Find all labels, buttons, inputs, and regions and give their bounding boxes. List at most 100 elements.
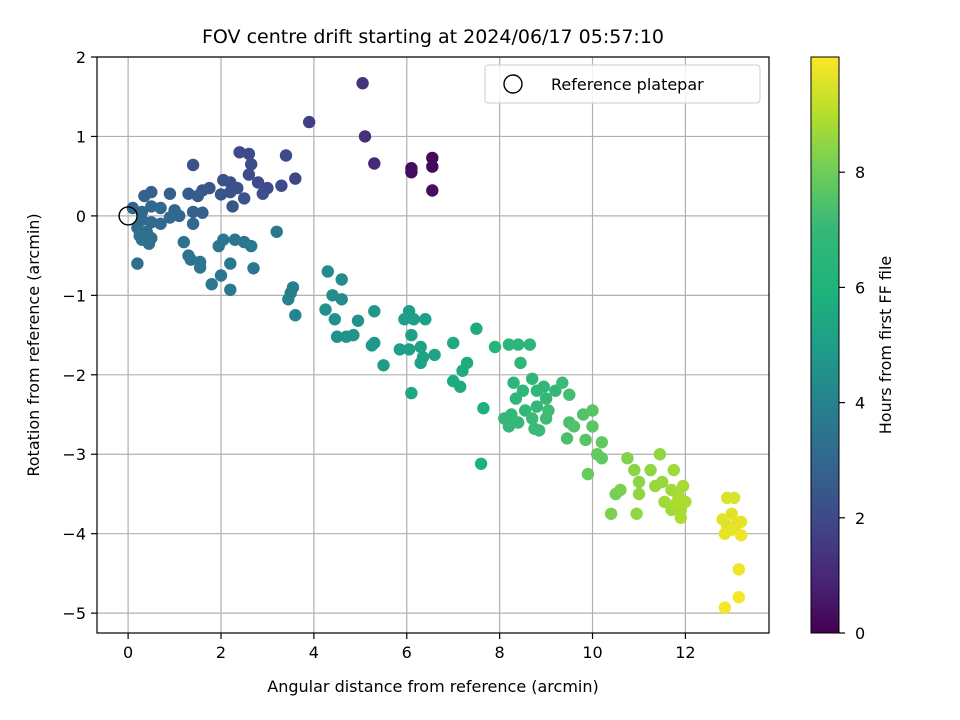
data-point xyxy=(145,216,158,229)
x-tick-label: 2 xyxy=(216,643,226,662)
data-point xyxy=(560,432,574,445)
data-point xyxy=(242,168,256,181)
data-point xyxy=(256,187,269,200)
data-point xyxy=(414,356,427,370)
data-point xyxy=(163,187,177,200)
data-point xyxy=(488,340,502,354)
data-point xyxy=(145,200,158,213)
data-point xyxy=(224,185,237,199)
data-point xyxy=(247,262,260,275)
plot-frame xyxy=(96,56,770,634)
data-point xyxy=(184,253,197,266)
data-point xyxy=(351,314,365,327)
data-point xyxy=(577,408,590,421)
data-point xyxy=(217,173,230,187)
data-point xyxy=(656,475,669,489)
data-point xyxy=(658,495,671,509)
data-point xyxy=(526,412,539,425)
chart-title: FOV centre drift starting at 2024/06/17 … xyxy=(202,26,664,48)
x-axis-label: Angular distance from reference (arcmin) xyxy=(267,677,598,696)
data-point xyxy=(526,372,539,385)
data-point xyxy=(567,420,581,433)
colorbar-ticks: 0 2 4 6 8 xyxy=(839,163,865,643)
data-point xyxy=(734,515,748,528)
data-point xyxy=(586,404,599,417)
data-point xyxy=(289,172,302,185)
y-tick-label: 2 xyxy=(76,48,86,67)
data-point xyxy=(563,388,576,401)
data-point xyxy=(358,130,372,143)
data-point xyxy=(402,343,416,356)
data-point xyxy=(477,402,490,415)
data-point xyxy=(398,313,411,326)
data-point xyxy=(177,235,190,249)
data-point xyxy=(539,392,553,405)
colorbar: 0 2 4 6 8 Hours from first FF file xyxy=(810,56,895,643)
reference-marker xyxy=(118,206,138,226)
data-point xyxy=(632,475,646,489)
data-point xyxy=(214,188,228,201)
data-point xyxy=(426,184,439,197)
data-point xyxy=(679,495,692,509)
data-point xyxy=(270,225,283,238)
data-point xyxy=(233,146,246,159)
data-point xyxy=(537,380,550,393)
data-point xyxy=(224,283,237,296)
data-point xyxy=(405,386,418,400)
data-point xyxy=(676,479,690,493)
data-point xyxy=(674,511,687,524)
data-point xyxy=(217,233,230,246)
data-point xyxy=(330,330,344,343)
data-point xyxy=(154,217,167,230)
data-point xyxy=(632,487,646,501)
data-point xyxy=(193,261,207,274)
data-point xyxy=(630,507,643,520)
data-point xyxy=(474,457,488,470)
grid-lines xyxy=(97,56,769,633)
data-point xyxy=(728,491,741,505)
data-point xyxy=(238,192,251,205)
data-point xyxy=(549,384,562,397)
data-point xyxy=(145,231,158,245)
data-point xyxy=(586,420,599,433)
data-point xyxy=(226,200,239,213)
data-point xyxy=(205,278,218,291)
data-point xyxy=(368,305,381,318)
data-point xyxy=(347,328,360,342)
x-axis-ticks: 0 2 4 6 8 10 12 xyxy=(123,633,696,662)
data-point xyxy=(319,303,332,316)
data-point xyxy=(405,166,418,179)
x-tick-label: 4 xyxy=(309,643,319,662)
data-point xyxy=(335,293,348,306)
data-point xyxy=(734,529,748,542)
data-point xyxy=(154,201,167,215)
data-point xyxy=(621,452,634,465)
data-point xyxy=(644,463,657,477)
data-point xyxy=(303,115,316,129)
data-point xyxy=(321,265,334,278)
y-tick-label: −2 xyxy=(62,366,86,385)
colorbar-tick-label: 2 xyxy=(855,509,865,528)
data-point xyxy=(214,269,228,282)
data-point xyxy=(282,293,295,306)
data-point xyxy=(581,467,595,481)
data-point xyxy=(275,179,288,192)
data-point xyxy=(407,313,420,326)
data-point xyxy=(512,416,525,429)
data-point xyxy=(653,448,667,461)
data-point xyxy=(419,313,432,326)
data-point xyxy=(505,408,518,421)
data-point xyxy=(428,348,441,362)
data-point xyxy=(173,209,186,223)
data-point xyxy=(289,309,302,322)
data-points xyxy=(126,77,748,614)
data-point xyxy=(718,601,732,614)
colorbar-gradient xyxy=(810,56,840,634)
data-point xyxy=(614,483,627,497)
data-point xyxy=(138,189,151,203)
y-tick-label: −3 xyxy=(62,445,86,464)
colorbar-label: Hours from first FF file xyxy=(876,256,895,435)
data-point xyxy=(365,339,379,352)
data-point xyxy=(242,147,256,161)
